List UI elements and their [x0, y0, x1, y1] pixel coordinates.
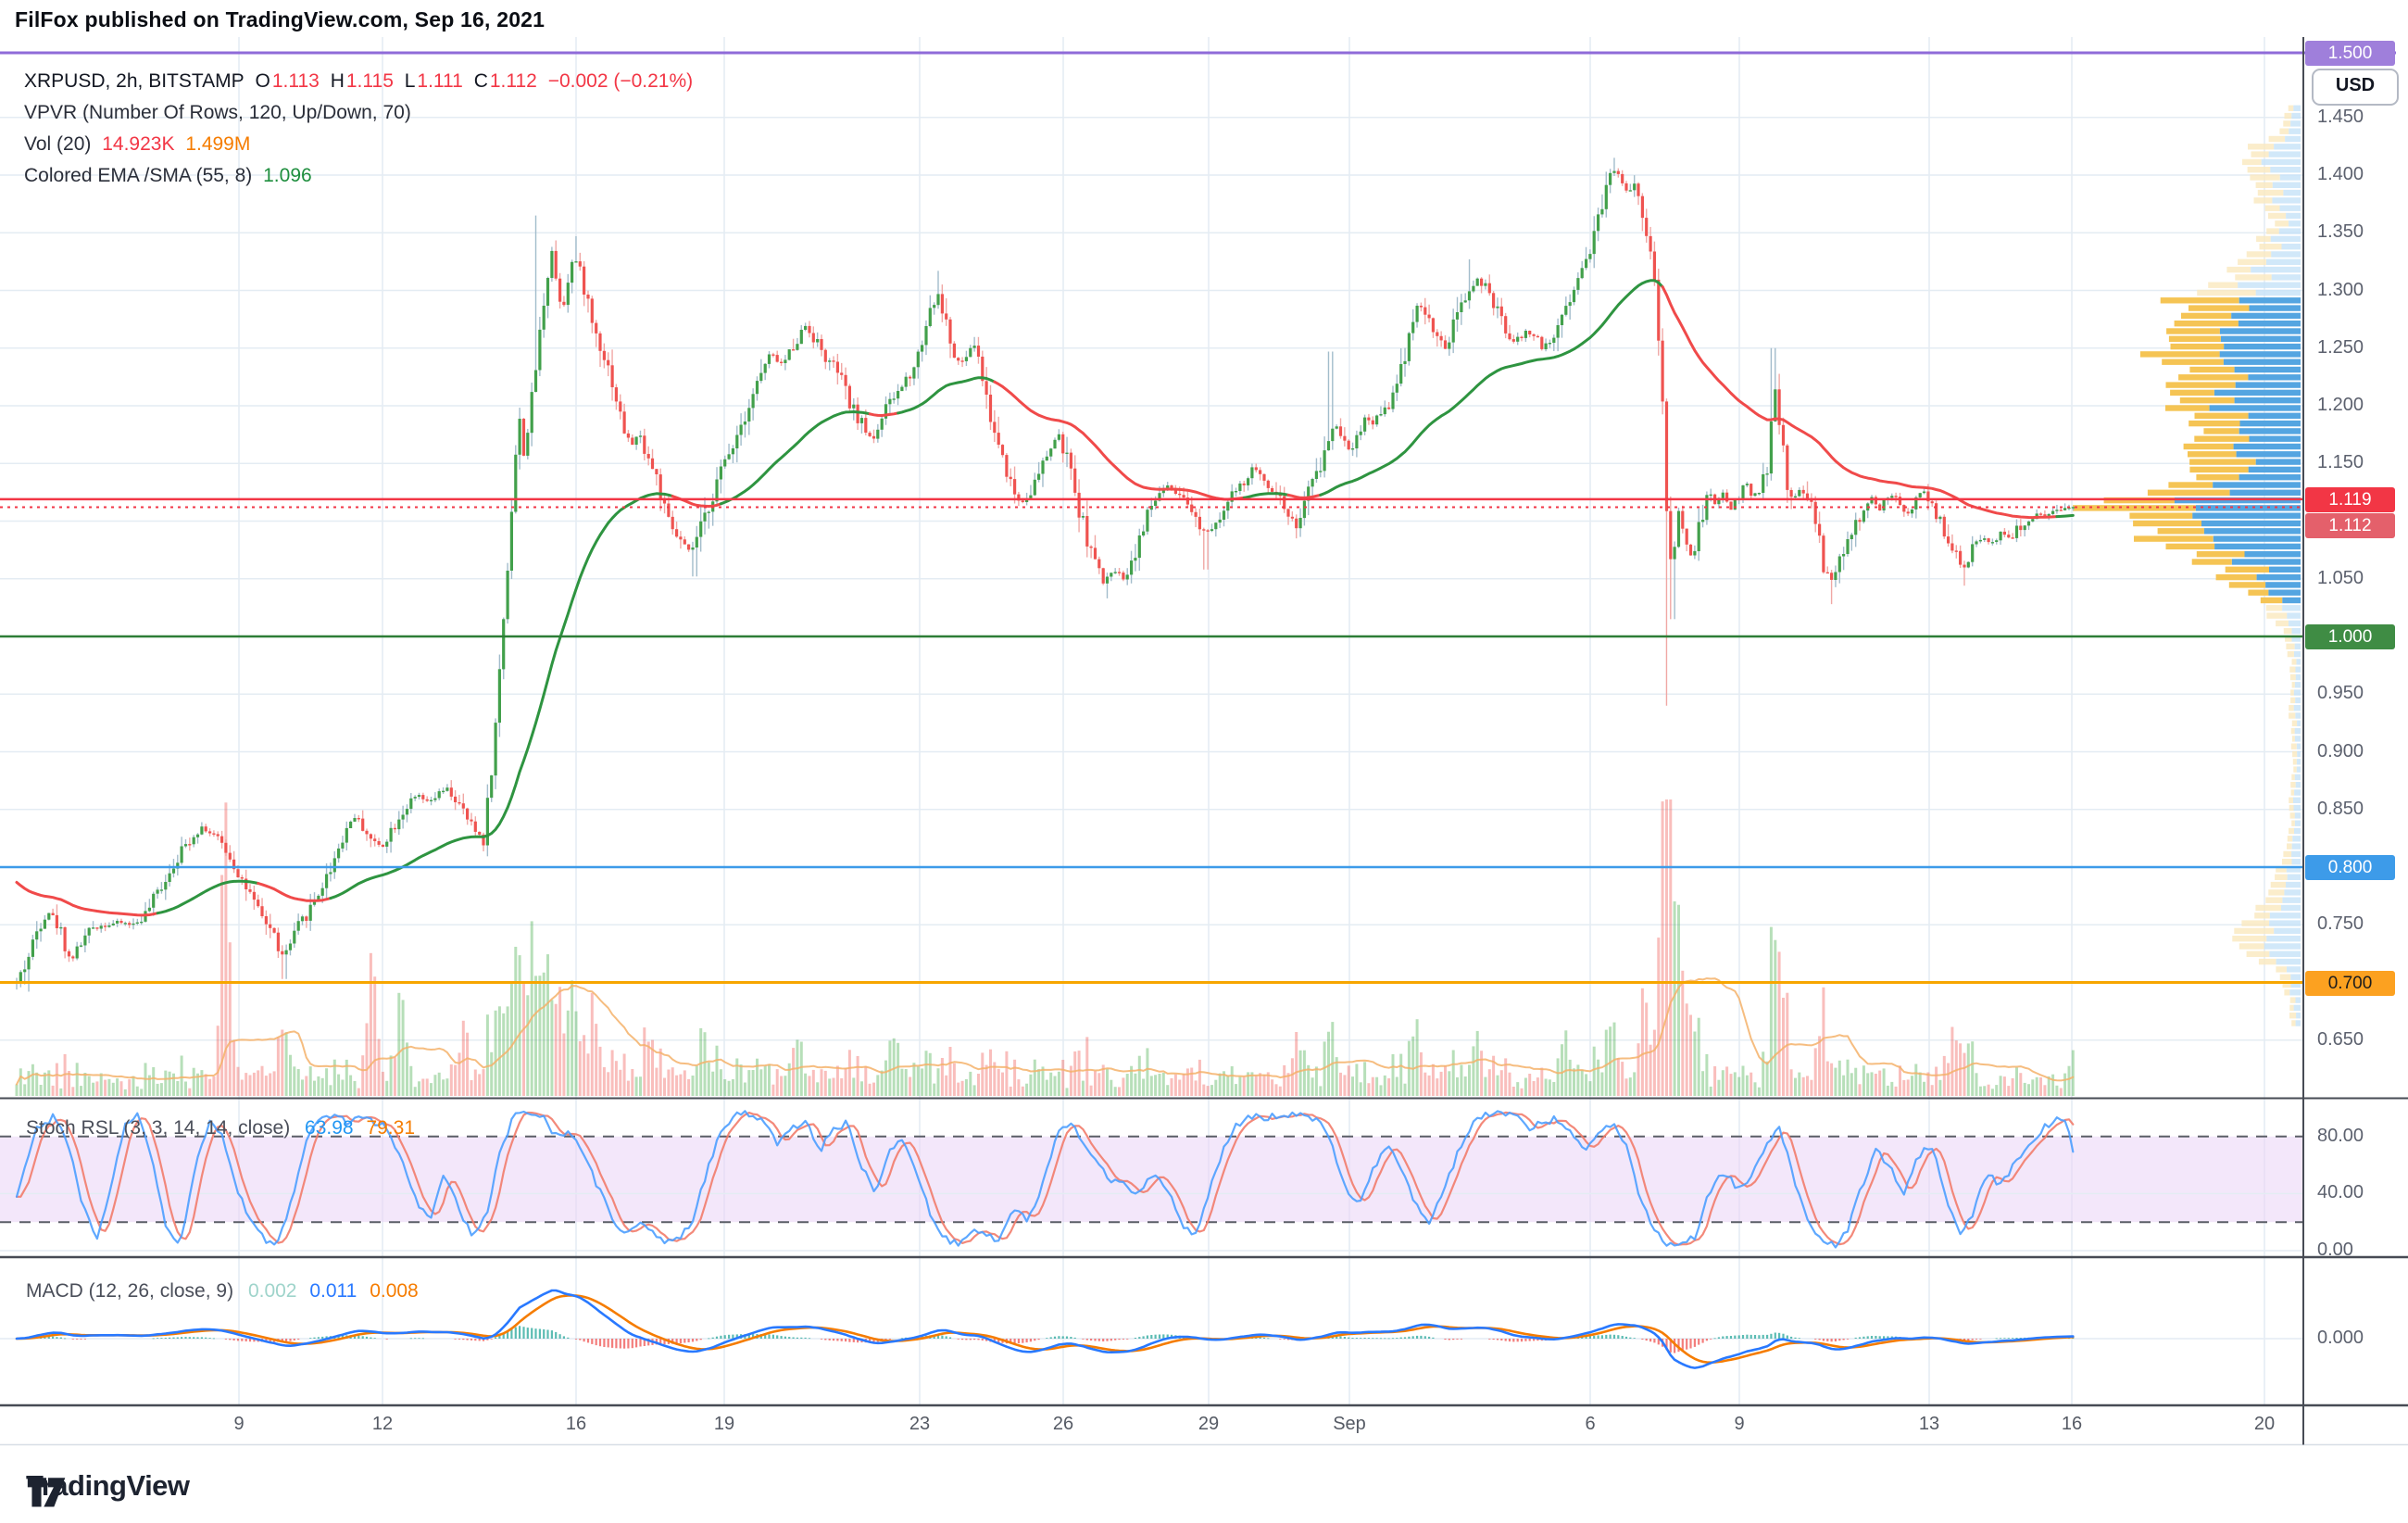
- symbol-title: XRPUSD, 2h, BITSTAMP: [24, 70, 245, 92]
- price-tick-1.050: 1.050: [2317, 567, 2364, 588]
- vpvr-label: VPVR (Number Of Rows, 120, Up/Down, 70): [24, 102, 411, 123]
- price-tick-0.950: 0.950: [2317, 683, 2364, 704]
- ema-legend[interactable]: Colored EMA /SMA (55, 8) 1.096: [24, 165, 318, 187]
- close-value: 1.112: [489, 70, 537, 92]
- stoch-label: Stoch RSL (3, 3, 14, 14, close): [26, 1117, 291, 1139]
- currency-usd-label: USD: [2335, 75, 2376, 95]
- price-badge-1.500: 1.500: [2305, 41, 2395, 66]
- price-tick-1.450: 1.450: [2317, 106, 2364, 127]
- macd-hist-value: 0.002: [247, 1280, 297, 1302]
- time-tick-Sep[interactable]: Sep: [1333, 1414, 1366, 1434]
- price-badge-0.700: 0.700: [2305, 970, 2395, 996]
- price-tick-0.900: 0.900: [2317, 740, 2364, 762]
- price-badge-1.000: 1.000: [2305, 624, 2395, 649]
- vol-ma-value: 1.499M: [185, 133, 251, 155]
- macd-line-value: 0.011: [309, 1280, 357, 1302]
- time-tick-9[interactable]: 9: [1734, 1414, 1745, 1434]
- ema-label: Colored EMA /SMA (55, 8): [24, 165, 253, 186]
- time-tick-20[interactable]: 20: [2253, 1414, 2276, 1434]
- time-tick-19[interactable]: 19: [713, 1414, 735, 1434]
- high-value: 1.115: [345, 70, 394, 92]
- price-tick-1.350: 1.350: [2317, 221, 2364, 243]
- change-value: −0.002 (−0.21%): [547, 70, 694, 92]
- stoch-legend[interactable]: Stoch RSL (3, 3, 14, 14, close) 63.98 79…: [26, 1117, 415, 1139]
- publisher-caption: FilFox published on TradingView.com, Sep…: [15, 7, 546, 31]
- stoch-tick-80.00: 80.00: [2317, 1125, 2364, 1146]
- low-value: 1.111: [417, 70, 463, 92]
- price-badge-0.800: 0.800: [2305, 855, 2395, 880]
- stoch-tick-0.00: 0.00: [2317, 1240, 2353, 1260]
- time-tick-6[interactable]: 6: [1585, 1414, 1596, 1434]
- price-tick-0.750: 0.750: [2317, 913, 2364, 935]
- stoch-k-value: 63.98: [305, 1117, 354, 1139]
- price-badge-1.119: 1.119: [2305, 486, 2395, 512]
- time-tick-26[interactable]: 26: [1052, 1414, 1074, 1434]
- open-value: 1.113: [271, 70, 320, 92]
- macd-tick-0.000: 0.000: [2317, 1328, 2364, 1348]
- open-label: O: [255, 70, 270, 92]
- price-tick-1.400: 1.400: [2317, 164, 2364, 184]
- volume-legend[interactable]: Vol (20) 14.923K 1.499M: [24, 133, 256, 156]
- stoch-tick-40.00: 40.00: [2317, 1182, 2364, 1203]
- price-tick-0.650: 0.650: [2317, 1028, 2364, 1050]
- time-tick-12[interactable]: 12: [371, 1414, 394, 1434]
- ema-value: 1.096: [263, 165, 312, 186]
- price-tick-0.850: 0.850: [2317, 798, 2364, 819]
- close-label: C: [473, 70, 488, 92]
- macd-legend[interactable]: MACD (12, 26, close, 9) 0.002 0.011 0.00…: [26, 1280, 419, 1303]
- macd-signal-value: 0.008: [370, 1280, 419, 1302]
- time-tick-9[interactable]: 9: [233, 1414, 245, 1434]
- price-tick-1.300: 1.300: [2317, 279, 2364, 300]
- vol-current-value: 14.923K: [102, 133, 175, 155]
- stoch-d-value: 79.31: [366, 1117, 416, 1139]
- tradingview-logo-icon: [27, 1478, 66, 1507]
- currency-usd-button[interactable]: USD: [2312, 69, 2399, 106]
- time-tick-29[interactable]: 29: [1198, 1414, 1220, 1434]
- time-tick-16[interactable]: 16: [2061, 1414, 2083, 1434]
- price-badge-1.112: 1.112: [2305, 512, 2395, 538]
- price-tick-1.150: 1.150: [2317, 452, 2364, 473]
- vpvr-legend[interactable]: VPVR (Number Of Rows, 120, Up/Down, 70): [24, 102, 417, 124]
- tradingview-logo[interactable]: TradingView: [26, 1469, 190, 1507]
- macd-label: MACD (12, 26, close, 9): [26, 1280, 234, 1302]
- time-tick-16[interactable]: 16: [565, 1414, 587, 1434]
- price-tick-1.200: 1.200: [2317, 395, 2364, 415]
- symbol-legend[interactable]: XRPUSD, 2h, BITSTAMP O1.113 H1.115 L1.11…: [24, 70, 698, 93]
- time-tick-13[interactable]: 13: [1918, 1414, 1940, 1434]
- price-tick-1.250: 1.250: [2317, 336, 2364, 358]
- high-label: H: [330, 70, 345, 92]
- low-label: L: [404, 70, 416, 92]
- time-tick-23[interactable]: 23: [909, 1414, 931, 1434]
- vol-label: Vol (20): [24, 133, 92, 155]
